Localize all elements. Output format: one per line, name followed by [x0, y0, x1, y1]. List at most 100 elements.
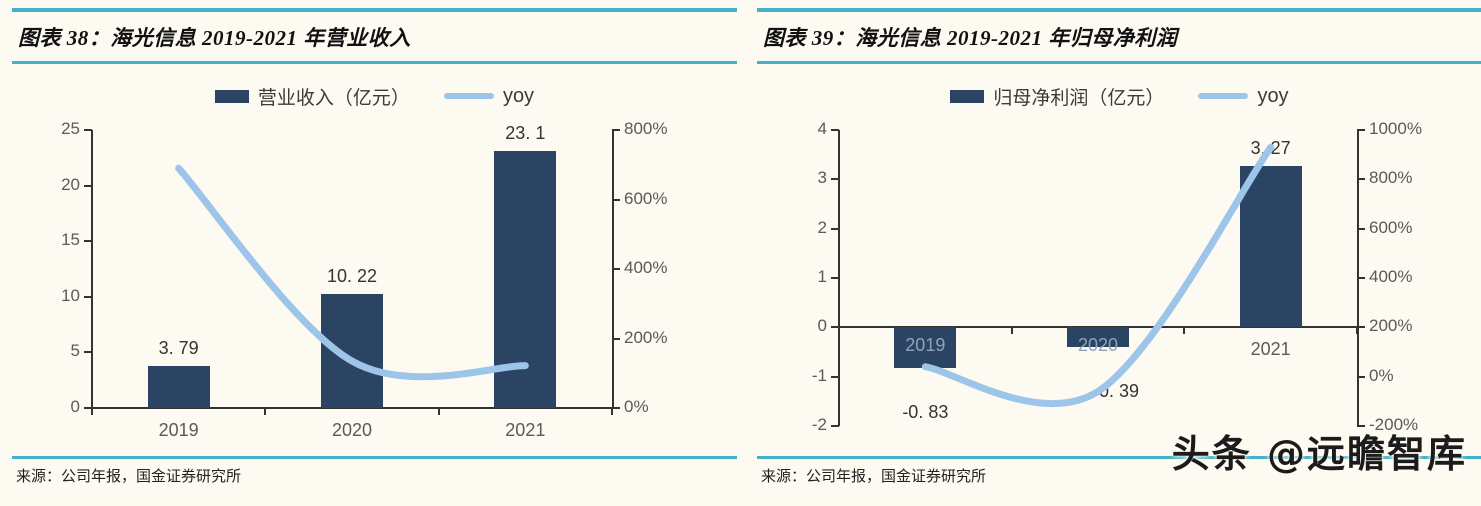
footer-rule-right [757, 456, 1481, 459]
chart-panel-revenue: 图表 38：海光信息 2019-2021 年营业收入 营业收入（亿元） yoy … [12, 0, 737, 496]
legend-label-bar: 归母净利润（亿元） [993, 86, 1165, 109]
y-axis-label-left: -2 [811, 415, 827, 434]
y-tick-right [1357, 326, 1365, 329]
plot-area-net-profit: -2 -1 0 1 2 3 4 -200% 0% 200% 400% 600% 800% 1000% 201… [757, 116, 1481, 436]
x-tick [1356, 327, 1358, 335]
legend-item-bar: 营业收入（亿元） [214, 83, 410, 110]
y-tick-left [84, 184, 92, 187]
y-tick-right [612, 268, 620, 270]
bar-swatch-icon [214, 89, 249, 103]
y-axis-label-left: 10 [61, 285, 80, 305]
legend-item-line: yoy [1198, 84, 1289, 108]
y-axis-label-right: 800% [1369, 168, 1413, 188]
bar-2020[interactable] [1067, 327, 1129, 347]
x-tick [838, 327, 840, 335]
x-axis-label-2019: 2019 [905, 335, 946, 356]
data-label-2019: -0. 83 [902, 402, 949, 423]
legend-item-line: yoy [443, 84, 535, 108]
y-tick-right [1357, 227, 1365, 230]
legend-label-line: yoy [1257, 84, 1289, 107]
y-axis-label-right: 0% [624, 397, 649, 416]
y-tick-left [84, 129, 92, 131]
bar-2020[interactable] [321, 294, 383, 408]
y-tick-left [831, 227, 839, 230]
y-axis-label-left: -1 [811, 365, 827, 385]
x-tick [1010, 327, 1013, 335]
y-axis-label-left: 3 [817, 168, 827, 188]
legend-label-bar: 营业收入（亿元） [257, 86, 410, 109]
y-tick-right [1357, 178, 1365, 181]
panel-header-left: 图表 38：海光信息 2019-2021 年营业收入 [12, 0, 737, 64]
bar-2019[interactable] [147, 365, 210, 408]
header-rule-top [757, 8, 1481, 12]
data-label-2020: 10. 22 [326, 266, 378, 287]
y-axis-label-left: 0 [70, 397, 80, 416]
y-tick-right [1357, 129, 1365, 131]
data-label-2019: 3. 79 [158, 337, 199, 358]
y-axis-label-left: 20 [61, 174, 80, 194]
y-axis-label-right: 400% [624, 258, 668, 277]
footer-rule-left [12, 456, 737, 459]
page-title-right: 图表 39：海光信息 2019-2021 年归母净利润 [763, 26, 1178, 50]
data-label-2021: 23. 1 [505, 123, 546, 144]
bar-2019[interactable] [894, 327, 957, 369]
legend-right: 归母净利润（亿元） yoy [757, 82, 1481, 110]
header-rule-bottom [12, 61, 737, 64]
y-tick-left [831, 326, 839, 329]
yoy-line-series [921, 143, 1275, 408]
y-axis-label-left: 15 [61, 230, 80, 250]
y-axis-label-left: 0 [817, 316, 827, 336]
x-tick [91, 408, 93, 415]
y-tick-left [831, 277, 839, 279]
legend-item-bar: 归母净利润（亿元） [950, 83, 1164, 110]
y-axis-label-right: 600% [624, 188, 668, 208]
y-tick-right [612, 198, 620, 201]
y-tick-right [1357, 277, 1365, 279]
line-swatch-icon [1198, 93, 1249, 99]
x-axis-label-2021: 2021 [505, 420, 546, 440]
y-axis-label-left: 2 [817, 217, 827, 237]
y-tick-right [612, 337, 620, 340]
y-tick-left [84, 295, 92, 298]
source-note-left: 来源：公司年报，国金证券研究所 [16, 467, 242, 485]
y-tick-left [831, 178, 839, 181]
plot-area-revenue: 0 5 10 15 20 25 0% 200% 400% 600% 800% 2019 2020 2021… [12, 116, 737, 440]
x-tick [437, 408, 440, 415]
y-tick-right [1357, 375, 1365, 378]
y-tick-left [84, 240, 92, 243]
y-tick-right [612, 407, 620, 409]
y-tick-left [831, 129, 839, 131]
bar-2021[interactable] [1239, 166, 1302, 328]
page-title-left: 图表 38：海光信息 2019-2021 年营业收入 [18, 26, 411, 50]
chart-panel-net-profit: 图表 39：海光信息 2019-2021 年归母净利润 归母净利润（亿元） yo… [757, 0, 1481, 496]
x-axis-baseline [92, 407, 612, 409]
y-axis-label-left: 5 [70, 341, 80, 361]
y-axis-label-right: 1000% [1369, 119, 1422, 138]
y-axis-label-right: 0% [1369, 365, 1394, 385]
y-axis-label-right: 400% [1369, 267, 1413, 286]
yoy-line-series [175, 164, 529, 381]
x-axis-label-2021: 2021 [1250, 339, 1291, 360]
x-axis-label-2020: 2020 [1077, 335, 1119, 356]
panel-footer-right: 来源：公司年报，国金证券研究所 [757, 456, 1481, 486]
x-tick [611, 408, 613, 415]
x-axis-label-2020: 2020 [331, 420, 373, 440]
legend-left: 营业收入（亿元） yoy [12, 82, 737, 110]
y-axis-label-right: 200% [1369, 316, 1413, 336]
y-axis-label-left: 1 [817, 267, 827, 286]
y-tick-left [831, 425, 839, 427]
x-tick [264, 408, 267, 415]
y-axis-label-right: 600% [1369, 217, 1413, 237]
watermark: 头条 @远瞻智库 [1171, 432, 1467, 476]
y-axis-label-left: 25 [61, 119, 80, 138]
y-axis-label-right: -200% [1369, 415, 1419, 434]
y-tick-left [831, 375, 839, 378]
header-rule-bottom [757, 61, 1481, 64]
legend-label-line: yoy [502, 84, 535, 107]
x-axis-label-2019: 2019 [158, 420, 199, 440]
y-axis-left-spine [91, 130, 93, 408]
y-tick-left [84, 407, 92, 409]
y-axis-label-left: 4 [817, 119, 827, 138]
y-tick-right [612, 129, 620, 131]
